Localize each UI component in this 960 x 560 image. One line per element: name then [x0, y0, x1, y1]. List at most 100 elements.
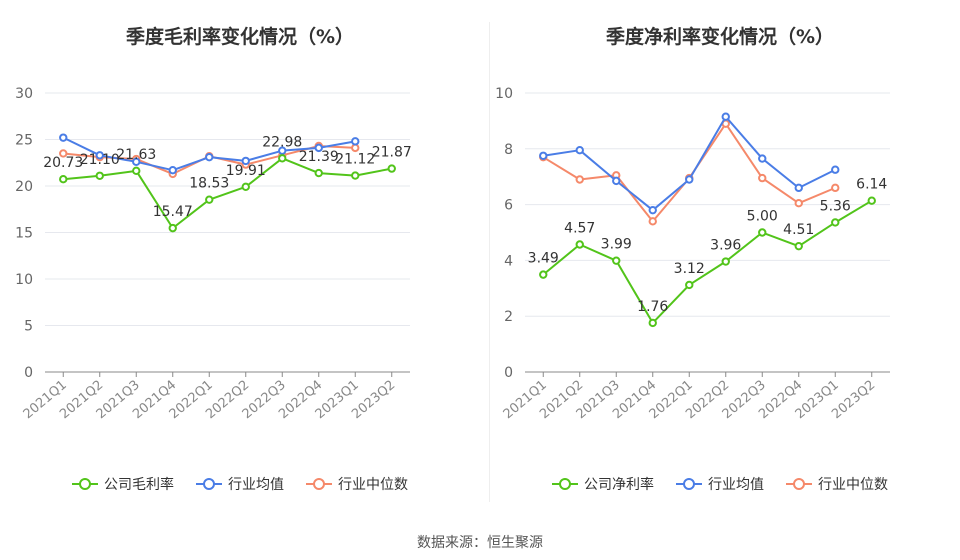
legend-label: 公司净利率: [584, 477, 654, 493]
data-point: [168, 165, 177, 175]
chart-legend: 公司净利率 行业均值 行业中位数: [480, 474, 960, 494]
data-point: [721, 112, 730, 121]
data-label: 21.39: [299, 149, 339, 165]
data-point: [575, 145, 584, 155]
series-line: [543, 115, 836, 212]
data-point: [132, 166, 141, 176]
series-line: [63, 157, 392, 230]
data-point: [758, 228, 767, 237]
data-point: [867, 196, 876, 205]
data-point: [132, 157, 141, 167]
series-line: [542, 122, 836, 223]
data-source: 数据来源：恒生聚源: [417, 535, 543, 551]
panel-divider: [489, 22, 490, 502]
data-label: 3.12: [674, 261, 705, 277]
data-point: [168, 223, 177, 233]
data-label: 20.73: [43, 155, 83, 171]
data-point: [351, 137, 360, 146]
chart-legend: 公司毛利率 行业均值 行业中位数: [0, 474, 480, 494]
data-point: [95, 171, 104, 180]
data-point: [314, 168, 323, 178]
data-point: [685, 280, 694, 290]
y-tick-label: 30: [15, 86, 33, 102]
legend-label: 行业均值: [228, 477, 284, 493]
data-label: 15.47: [153, 204, 193, 220]
data-point: [721, 257, 730, 266]
data-label: 5.36: [820, 198, 851, 214]
legend-item[interactable]: 行业中位数: [786, 474, 888, 494]
data-label: 22.98: [262, 134, 302, 150]
y-tick-label: 10: [495, 86, 513, 102]
legend-swatch-icon: [196, 477, 222, 491]
data-label: 18.53: [189, 176, 229, 192]
data-point: [575, 240, 584, 249]
data-label: 1.76: [637, 299, 668, 315]
y-tick-label: 20: [15, 179, 33, 195]
data-point: [575, 175, 584, 184]
legend-item[interactable]: 行业均值: [676, 474, 764, 494]
legend-swatch-icon: [306, 477, 332, 491]
data-point: [612, 256, 621, 265]
y-tick-label: 5: [24, 319, 33, 335]
y-tick-label: 2: [504, 309, 513, 325]
data-point: [831, 165, 840, 174]
data-point: [758, 154, 767, 163]
data-point: [539, 151, 548, 160]
data-point: [59, 133, 68, 142]
series-line: [542, 199, 873, 324]
data-point: [95, 151, 104, 160]
legend-item[interactable]: 公司毛利率: [72, 474, 174, 494]
data-point: [351, 143, 360, 153]
data-label: 3.96: [710, 238, 741, 254]
y-tick-label: 25: [15, 133, 33, 149]
data-label: 21.10: [80, 152, 120, 168]
y-tick-label: 8: [504, 142, 513, 158]
legend-item[interactable]: 行业中位数: [306, 474, 408, 494]
data-point: [831, 183, 840, 193]
data-point: [278, 154, 287, 163]
data-label: 19.91: [226, 163, 266, 179]
y-tick-label: 15: [15, 226, 33, 242]
data-point: [205, 195, 214, 204]
data-point: [205, 152, 214, 162]
legend-label: 行业中位数: [338, 477, 408, 493]
data-point: [831, 218, 840, 227]
data-point: [685, 175, 694, 184]
legend-swatch-icon: [72, 477, 98, 491]
data-point: [241, 182, 250, 192]
legend-item[interactable]: 公司净利率: [552, 474, 654, 494]
legend-label: 行业均值: [708, 477, 764, 493]
data-point: [351, 171, 360, 180]
data-label: 4.51: [783, 222, 814, 238]
data-point: [648, 205, 657, 215]
data-point: [794, 199, 803, 208]
data-point: [794, 241, 803, 251]
data-label: 21.63: [116, 147, 156, 163]
data-point: [648, 318, 657, 328]
legend-swatch-icon: [786, 477, 812, 491]
data-point: [59, 175, 68, 184]
y-tick-label: 0: [504, 365, 513, 381]
data-point: [241, 156, 250, 166]
data-point: [794, 183, 803, 193]
data-point: [539, 270, 548, 279]
data-point: [387, 164, 396, 173]
y-tick-label: 0: [24, 365, 33, 381]
data-label: 21.87: [372, 145, 412, 161]
data-point: [758, 173, 767, 183]
data-label: 5.00: [747, 209, 778, 225]
data-label: 21.12: [335, 152, 375, 168]
net-margin-chart: 季度净利率变化情况（%） 0 2 4 6 8 10 2021Q1 2021Q2 2021Q3 20…: [480, 0, 960, 520]
y-tick-label: 10: [15, 272, 33, 288]
chart-title: 季度净利率变化情况（%）: [605, 26, 835, 48]
chart-title: 季度毛利率变化情况（%）: [125, 26, 355, 48]
data-point: [278, 146, 287, 155]
legend-item[interactable]: 行业均值: [196, 474, 284, 494]
y-tick-label: 6: [504, 198, 513, 214]
data-label: 4.57: [564, 220, 595, 236]
y-tick-label: 4: [504, 253, 513, 269]
data-label: 6.14: [856, 177, 887, 193]
legend-label: 行业中位数: [818, 477, 888, 493]
data-point: [314, 143, 323, 153]
data-point: [59, 149, 68, 158]
